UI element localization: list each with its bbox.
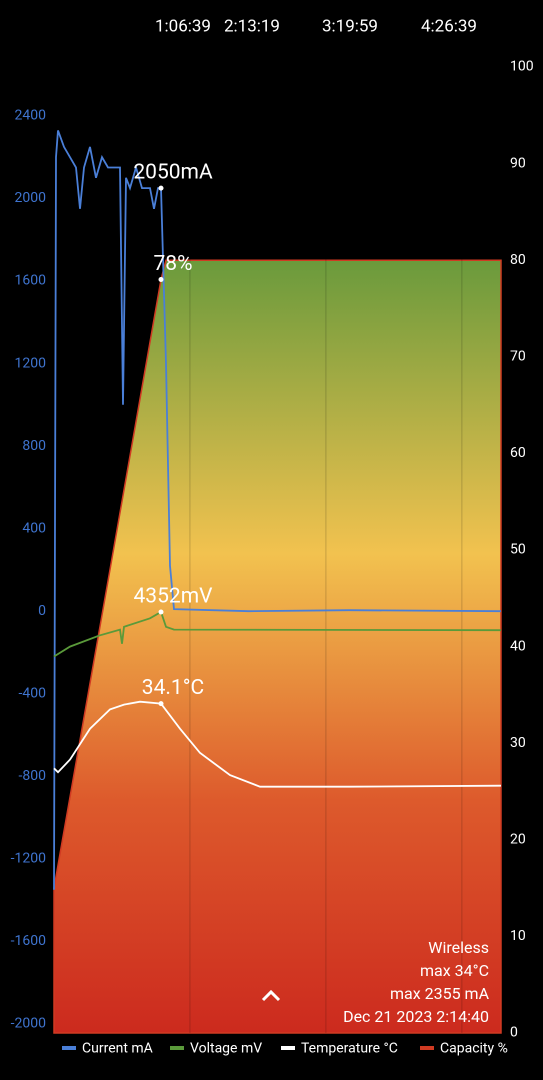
y2-tick-label: 100 bbox=[510, 59, 534, 75]
y-tick-label: 800 bbox=[22, 438, 46, 454]
y2-tick-label: 0 bbox=[510, 1025, 518, 1041]
annotation-label: 34.1°C bbox=[142, 676, 204, 700]
y2-tick-label: 90 bbox=[510, 155, 526, 171]
y2-tick-label: 40 bbox=[510, 638, 526, 654]
annotation-label: 2050mA bbox=[133, 161, 213, 185]
y-tick-label: 2000 bbox=[15, 190, 47, 206]
legend-swatch bbox=[62, 1046, 76, 1050]
y2-tick-label: 50 bbox=[510, 542, 526, 558]
y2-tick-label: 10 bbox=[510, 928, 526, 944]
annotation-label: 78% bbox=[154, 252, 193, 276]
annotation-label: 4352mV bbox=[134, 585, 214, 609]
y-tick-label: 0 bbox=[38, 603, 46, 619]
y2-tick-label: 20 bbox=[510, 832, 526, 848]
legend-swatch bbox=[281, 1046, 295, 1050]
legend-label: Temperature °C bbox=[301, 1041, 398, 1057]
info-line: Dec 21 2023 2:14:40 bbox=[343, 1007, 489, 1026]
x-tick-label: 1:06:39 bbox=[155, 16, 211, 36]
y2-tick-label: 70 bbox=[510, 349, 526, 365]
expand-caret[interactable] bbox=[261, 989, 281, 1002]
x-tick-label: 4:26:39 bbox=[421, 16, 477, 36]
y-tick-label: 1600 bbox=[15, 273, 47, 289]
series-line bbox=[53, 610, 502, 658]
legend-label: Voltage mV bbox=[190, 1041, 262, 1057]
series-line bbox=[53, 700, 502, 788]
y2-tick-label: 60 bbox=[510, 445, 526, 461]
capacity-area bbox=[53, 259, 502, 1034]
info-line: Wireless bbox=[428, 938, 489, 957]
legend-swatch bbox=[170, 1046, 184, 1050]
y-tick-label: -2000 bbox=[11, 1016, 46, 1032]
x-tick-label: 2:13:19 bbox=[224, 16, 280, 36]
annotation-dot bbox=[158, 609, 164, 615]
info-line: max 34°C bbox=[420, 961, 489, 980]
annotation-dot bbox=[158, 185, 164, 191]
x-tick-label: 3:19:59 bbox=[322, 16, 378, 36]
y2-tick-label: 80 bbox=[510, 252, 526, 268]
y-tick-label: 400 bbox=[22, 520, 46, 536]
annotation-dot bbox=[158, 277, 164, 283]
info-line: max 2355 mA bbox=[390, 984, 490, 1003]
legend-swatch bbox=[420, 1046, 434, 1050]
legend-label: Current mA bbox=[82, 1041, 153, 1057]
y-tick-label: 2400 bbox=[15, 108, 47, 124]
y-tick-label: 1200 bbox=[15, 355, 47, 371]
y-tick-label: -800 bbox=[19, 768, 47, 784]
y2-tick-label: 30 bbox=[510, 735, 526, 751]
y-tick-label: -1600 bbox=[11, 933, 46, 949]
legend-label: Capacity % bbox=[440, 1041, 508, 1057]
y-tick-label: -1200 bbox=[11, 851, 46, 867]
series-line bbox=[53, 130, 502, 890]
y-tick-label: -400 bbox=[19, 685, 47, 701]
annotation-dot bbox=[158, 701, 164, 707]
